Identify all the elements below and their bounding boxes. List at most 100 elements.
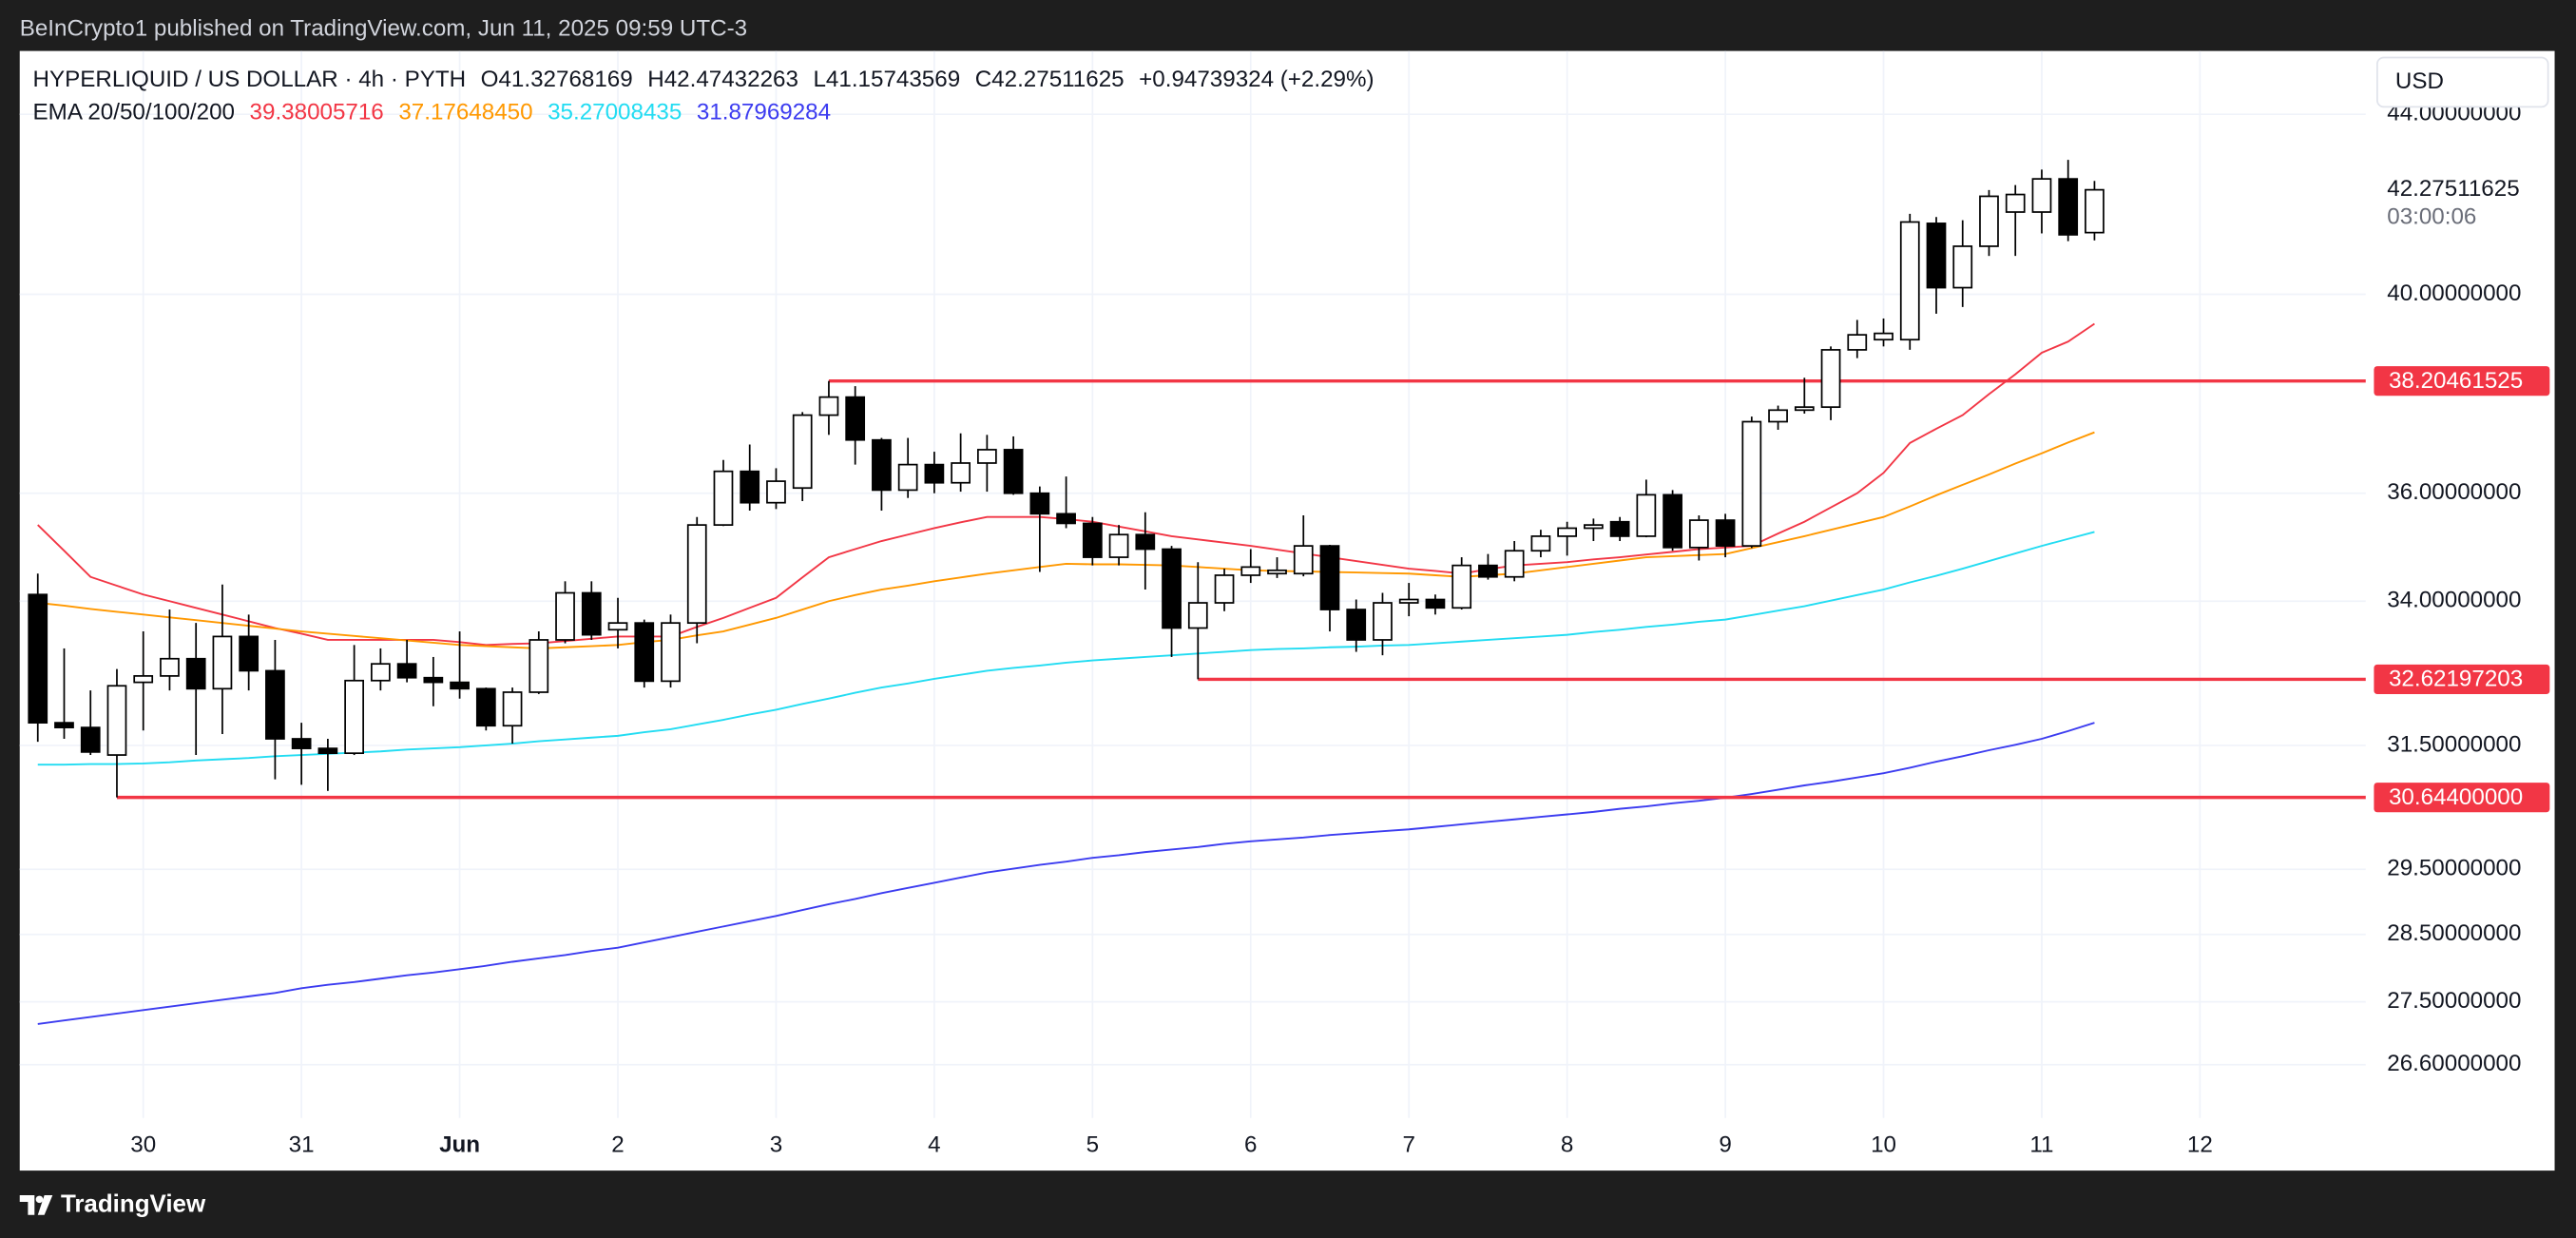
ema-line [37, 531, 2095, 766]
indicator-value: 37.17648450 [398, 100, 532, 126]
candle-body [317, 747, 338, 755]
brand-name: TradingView [61, 1190, 206, 1217]
level-label-box [2374, 783, 2550, 813]
level-label-box [2374, 366, 2550, 397]
candle-body [28, 593, 48, 724]
logo-shape [19, 1195, 35, 1215]
logo-shape [37, 1195, 53, 1215]
x-tick-label: 6 [1244, 1132, 1257, 1158]
candle-body [1267, 569, 1287, 575]
candle-body [792, 414, 813, 490]
level-label: 30.64400000 [2389, 784, 2523, 810]
y-tick-label: 34.00000000 [2387, 588, 2521, 613]
candle-body [740, 470, 760, 504]
candle-body [1952, 245, 1973, 289]
level-label-box [2374, 664, 2550, 694]
candle-body [2005, 193, 2026, 213]
candle-body [1926, 222, 1947, 289]
x-tick-label: 4 [928, 1132, 940, 1158]
candle-body [1082, 522, 1103, 558]
candle-body [1636, 493, 1657, 537]
x-tick-label: 9 [1719, 1132, 1731, 1158]
brand-logo [19, 1195, 53, 1215]
ohlc-readout: H42.47432263 [647, 67, 798, 92]
candle-body [502, 691, 523, 727]
x-tick-label: 3 [770, 1132, 782, 1158]
candle-body [1530, 535, 1551, 552]
candle-body [1135, 533, 1156, 551]
candle-body [185, 657, 206, 690]
candle-body [291, 738, 312, 749]
candle-body [1029, 492, 1050, 515]
candle-body [2085, 188, 2105, 234]
candle-body [1346, 609, 1367, 641]
x-tick-label: 12 [2187, 1132, 2213, 1158]
candle-body [1056, 513, 1076, 525]
candle-body [370, 663, 391, 682]
candle-body [265, 669, 285, 740]
x-tick-label: 10 [1871, 1132, 1896, 1158]
candle-body [1715, 519, 1736, 547]
y-tick-label: 27.50000000 [2387, 988, 2521, 1014]
candle-body [1478, 564, 1498, 578]
candle-body [713, 470, 734, 526]
candle-body [1663, 493, 1682, 549]
candle-body [1504, 550, 1525, 578]
symbol-title: HYPERLIQUID / US DOLLAR · 4h · PYTH [33, 67, 467, 92]
candle-body [1003, 449, 1024, 494]
candle-body [897, 463, 918, 492]
candle-body [1874, 332, 1894, 341]
candle-body [1899, 221, 1920, 341]
candle-body [1214, 574, 1235, 604]
currency-button-box[interactable] [2376, 56, 2549, 108]
indicator-label: EMA 20/50/100/200 [33, 100, 235, 126]
candle-body [160, 657, 180, 677]
candle-body [133, 675, 154, 684]
candle-body [661, 622, 681, 683]
candle-body [845, 396, 866, 441]
candle-body [1584, 524, 1604, 530]
y-tick-label: 36.00000000 [2387, 479, 2521, 505]
candle-body [2058, 178, 2079, 236]
candle-body [475, 687, 496, 727]
level-label: 38.20461525 [2389, 368, 2523, 394]
candle-body [1187, 602, 1208, 629]
candle-body [106, 685, 127, 756]
candle-body [1425, 598, 1446, 609]
x-tick-label: 8 [1561, 1132, 1573, 1158]
x-tick-label: 11 [2029, 1132, 2053, 1158]
chart-pane [19, 50, 2555, 1171]
x-tick-label: 30 [130, 1132, 156, 1158]
candle-body [607, 622, 628, 631]
currency-button[interactable]: USD [2395, 68, 2444, 94]
x-tick-label: 31 [289, 1132, 315, 1158]
candle-body [529, 639, 549, 693]
y-tick-label: 40.00000000 [2387, 280, 2521, 306]
candle-body [1557, 527, 1578, 537]
logo-dot [35, 1195, 44, 1204]
last-price-label: 42.27511625 [2387, 176, 2519, 202]
candle-body [766, 480, 786, 504]
indicator-value: 35.27008435 [548, 100, 682, 126]
candle-body [1319, 545, 1340, 610]
candle-body [951, 462, 971, 484]
candle-body [581, 591, 602, 636]
y-tick-label: 29.50000000 [2387, 856, 2521, 881]
ohlc-readout: C42.27511625 [975, 67, 1125, 92]
ohlc-readout: +0.94739324 (+2.29%) [1139, 67, 1374, 92]
candle-body [423, 676, 444, 684]
x-tick-label: 7 [1402, 1132, 1414, 1158]
ema-line [37, 431, 2095, 649]
indicator-value: 39.38005716 [250, 100, 384, 126]
candle-body [396, 663, 417, 679]
published-note: BeInCrypto1 published on TradingView.com… [20, 16, 747, 42]
candle-body [212, 635, 233, 690]
candle-body [1794, 406, 1815, 412]
y-tick-label: 26.60000000 [2387, 1051, 2521, 1076]
candle-body [1741, 420, 1762, 547]
ema-line [37, 722, 2095, 1025]
candle-body [1979, 195, 1999, 247]
candle-body [344, 679, 364, 755]
